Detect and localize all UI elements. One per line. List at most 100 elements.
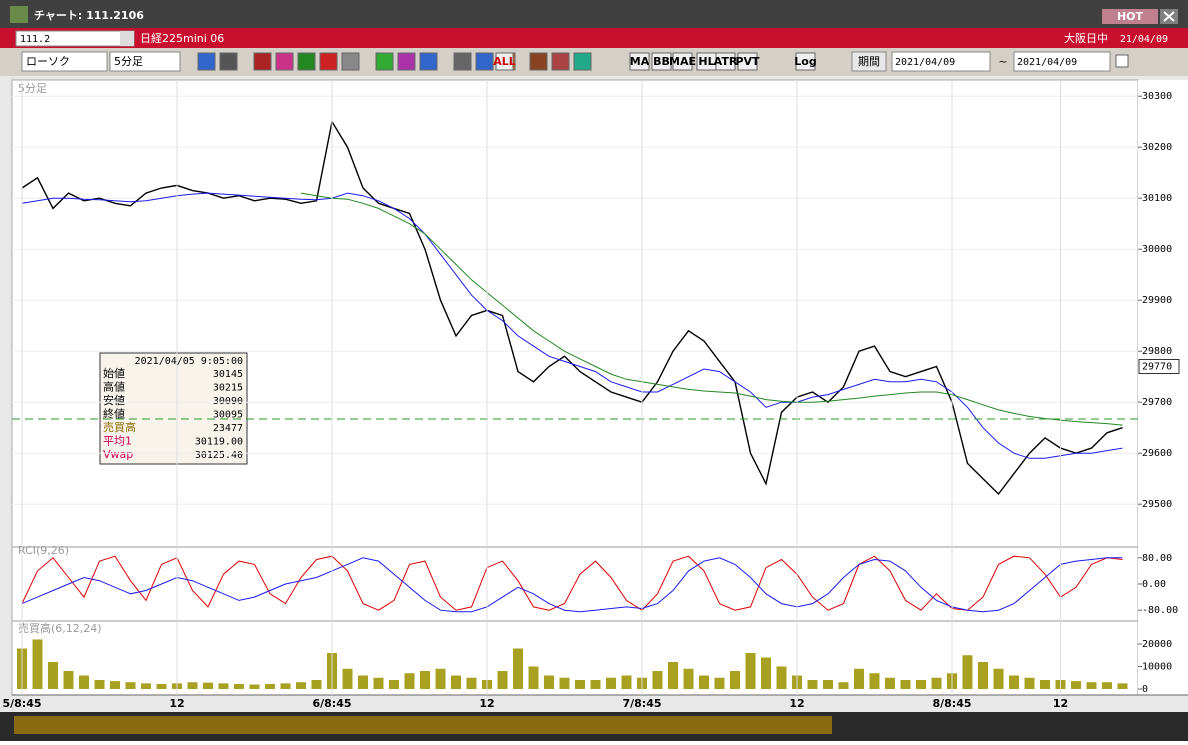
tool-icon[interactable] — [341, 52, 360, 71]
volume-bar — [900, 680, 911, 689]
volume-bar — [218, 683, 229, 689]
tool-button[interactable] — [672, 52, 693, 71]
volume-bar — [48, 662, 58, 689]
x-tick-label: 12 — [789, 697, 804, 710]
to-date-box[interactable] — [1013, 51, 1111, 72]
chart-style: ローソク — [26, 55, 70, 68]
volume-bar — [203, 682, 213, 689]
y-tick-label: 0 — [1142, 684, 1148, 695]
tool-button[interactable] — [795, 52, 816, 71]
info-key: 始値 — [103, 366, 125, 380]
style-combo[interactable] — [21, 51, 108, 72]
y-tick-label: 29600 — [1142, 448, 1172, 459]
volume-bar — [714, 677, 725, 689]
y-tick-label: 30300 — [1142, 91, 1172, 102]
y-tick-label: 29700 — [1142, 397, 1172, 408]
volume-bar — [280, 683, 291, 689]
tool-button-label: ATR — [714, 55, 738, 68]
panel-label: RCI(9,26) — [18, 544, 69, 557]
volume-bar — [156, 684, 167, 689]
volume-bar — [420, 671, 430, 689]
volume-bar — [652, 671, 663, 689]
tool-icon[interactable] — [319, 52, 338, 71]
y-tick-label: 30200 — [1142, 142, 1172, 153]
volume-bar — [296, 682, 306, 689]
volume-bar — [1040, 680, 1050, 689]
checkbox[interactable] — [1115, 54, 1129, 68]
tool-button[interactable] — [715, 52, 736, 71]
tool-icon[interactable] — [551, 52, 570, 71]
period-button[interactable] — [851, 51, 887, 72]
tool-icon[interactable] — [453, 52, 472, 71]
volume-bar — [683, 668, 694, 689]
tool-icon[interactable] — [253, 52, 272, 71]
info-value: 30145 — [213, 369, 243, 380]
y-tick-label: 80.00 — [1142, 553, 1172, 564]
volume-bar — [978, 662, 988, 689]
volume-bar — [404, 673, 415, 689]
close-icon — [1163, 11, 1175, 22]
scroll-thumb[interactable] — [14, 716, 832, 734]
volume-bar — [265, 684, 275, 689]
volume-bar — [745, 653, 756, 689]
tool-button-label: ALL — [493, 55, 516, 68]
interval: 5分足 — [114, 55, 143, 68]
volume-bar — [234, 684, 244, 689]
volume-bar — [590, 680, 601, 689]
header-date: 21/04/09 — [1120, 34, 1168, 45]
tool-icon[interactable] — [419, 52, 438, 71]
volume-bar — [993, 668, 1004, 689]
period-label: 期間 — [858, 55, 880, 68]
series-line — [21, 555, 1123, 611]
volume-bar — [435, 668, 446, 689]
tool-icon[interactable] — [375, 52, 394, 71]
volume-bar — [141, 683, 151, 689]
tool-icon[interactable] — [275, 52, 294, 71]
tool-icon[interactable] — [197, 52, 216, 71]
info-key: 高値 — [103, 380, 125, 394]
volume-bar — [497, 671, 508, 689]
volume-bar — [311, 680, 322, 689]
x-tick-label: 12 — [1053, 697, 1068, 710]
volume-bar — [730, 671, 740, 689]
hot-label: HOT — [1117, 10, 1144, 23]
from-date: 2021/04/09 — [895, 57, 955, 68]
tool-icon[interactable] — [397, 52, 416, 71]
app-icon — [10, 6, 28, 23]
info-value: 30119.00 — [195, 437, 243, 448]
volume-bar — [931, 677, 942, 689]
tool-button[interactable] — [737, 52, 758, 71]
tool-icon[interactable] — [219, 52, 238, 71]
window-title: チャート: 111.2106 — [34, 9, 144, 22]
volume-bar — [110, 681, 120, 689]
tool-button[interactable] — [495, 52, 514, 71]
volume-bar — [761, 657, 771, 689]
tool-button[interactable] — [629, 52, 650, 71]
tool-icon[interactable] — [529, 52, 548, 71]
panel-label: 売買高(6,12,24) — [18, 621, 102, 635]
y-tick-label: 20000 — [1142, 639, 1172, 650]
info-value: 30125.40 — [195, 450, 243, 461]
volume-bar — [32, 639, 43, 689]
tool-button-label: MAE — [669, 55, 696, 68]
volume-bar — [668, 662, 678, 689]
series-line — [300, 192, 1123, 426]
info-key: 平均1 — [103, 435, 132, 448]
info-key: 終値 — [103, 407, 125, 421]
volume-bar — [544, 675, 554, 689]
from-date-box[interactable] — [891, 51, 991, 72]
tool-icon[interactable] — [573, 52, 592, 71]
info-key: 安値 — [103, 393, 125, 407]
hot-button[interactable] — [1102, 9, 1158, 24]
volume-bar — [358, 675, 368, 689]
tool-icon[interactable] — [475, 52, 494, 71]
tool-button[interactable] — [651, 52, 672, 71]
volume-bar — [1071, 681, 1081, 689]
interval-combo[interactable] — [109, 51, 181, 72]
tool-icon[interactable] — [297, 52, 316, 71]
volume-bar — [838, 682, 849, 689]
info-key: Vwap — [103, 448, 133, 461]
volume-bar — [1102, 682, 1112, 689]
volume-bar — [373, 677, 384, 689]
